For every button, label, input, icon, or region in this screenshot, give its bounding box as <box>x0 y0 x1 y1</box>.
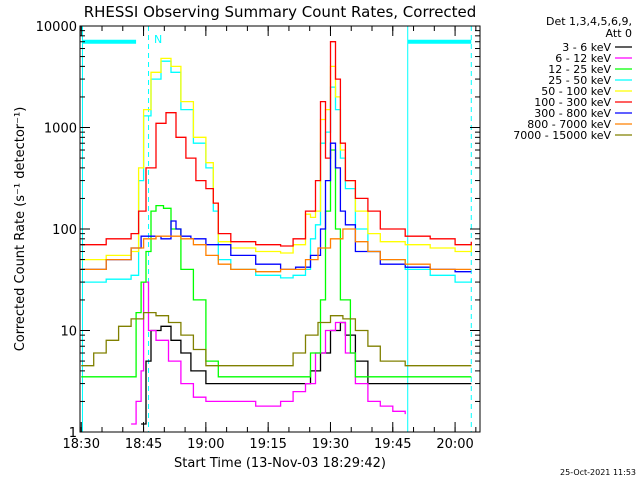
legend-label-12-25-kev: 12 - 25 keV <box>548 63 611 76</box>
y-tick-label-10: 10 <box>60 325 77 340</box>
timestamp: 25-Oct-2021 11:53 <box>560 468 636 477</box>
annotation-n: N <box>154 33 162 46</box>
legend-label-6-12-kev: 6 - 12 keV <box>555 52 611 65</box>
legend-label-100-300-kev: 100 - 300 keV <box>534 96 611 109</box>
legend-label-25-50-kev: 25 - 50 keV <box>548 74 611 87</box>
y-axis-label: Corrected Count Rate (s⁻¹ detector⁻¹) <box>13 107 28 352</box>
x-tick-label-19-15: 19:15 <box>249 437 286 452</box>
legend-label-50-100-kev: 50 - 100 keV <box>541 85 611 98</box>
legend-header-line-2: Att 0 <box>606 27 632 40</box>
y-axis: 1 10 100 1000 10000 <box>36 20 480 441</box>
legend-label-300-800-kev: 300 - 800 keV <box>534 107 611 120</box>
x-tick-label-19-00: 19:00 <box>187 437 224 452</box>
x-tick-label-20-00: 20:00 <box>436 437 473 452</box>
series-line-3-6-kev <box>141 321 472 425</box>
legend-label-800-7000-kev: 800 - 7000 keV <box>527 118 611 131</box>
series-line-25-50-kev <box>81 60 472 283</box>
series-line-100-300-kev <box>81 41 472 247</box>
chart-title: RHESSI Observing Summary Count Rates, Co… <box>84 3 477 21</box>
x-axis-label: Start Time (13-Nov-03 18:29:42) <box>174 456 386 471</box>
legend-label-7000-15000-kev: 7000 - 15000 keV <box>513 129 611 142</box>
series-layer <box>81 41 472 425</box>
y-tick-label-100: 100 <box>52 223 77 238</box>
series-line-800-7000-kev <box>81 228 472 273</box>
series-line-12-25-kev <box>81 149 472 378</box>
y-tick-label-1000: 1000 <box>44 122 77 137</box>
x-axis: 18:30 18:45 19:00 19:15 19:30 19:45 20:00 <box>63 26 477 452</box>
series-line-6-12-kev <box>131 281 406 425</box>
y-tick-label-10000: 10000 <box>36 20 77 35</box>
x-tick-label-18-45: 18:45 <box>125 437 162 452</box>
x-tick-label-18-30: 18:30 <box>63 437 100 452</box>
legend-label-3-6-kev: 3 - 6 keV <box>562 41 611 54</box>
series-line-7000-15000-kev <box>81 311 472 367</box>
y-tick-label-1: 1 <box>69 426 77 441</box>
x-tick-label-19-30: 19:30 <box>312 437 349 452</box>
legend-header-line-1: Det 1,3,4,5,6,9, <box>546 15 632 28</box>
x-tick-label-19-45: 19:45 <box>374 437 411 452</box>
